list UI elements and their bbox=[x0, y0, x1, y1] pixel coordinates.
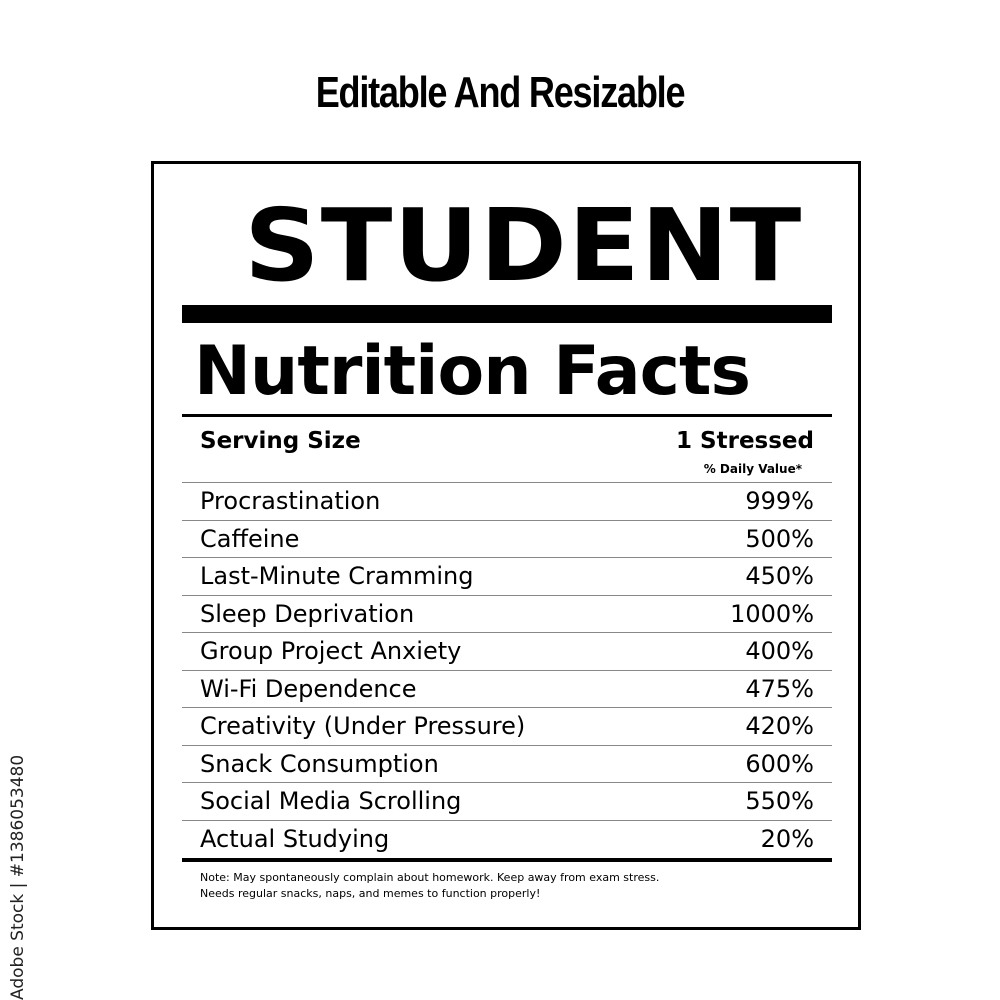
nutrient-row: Social Media Scrolling 550% bbox=[182, 782, 832, 820]
nutrient-name: Last-Minute Cramming bbox=[200, 562, 474, 591]
nutrient-value: 475% bbox=[745, 674, 814, 703]
nutrient-row: Actual Studying 20% bbox=[182, 819, 832, 858]
nutrient-row: Creativity (Under Pressure) 420% bbox=[182, 707, 832, 745]
nutrient-value: 20% bbox=[760, 824, 814, 853]
nutrient-row: Group Project Anxiety 400% bbox=[182, 632, 832, 670]
note-line: Note: May spontaneously complain about h… bbox=[200, 871, 660, 884]
nutrient-value: 450% bbox=[745, 562, 814, 591]
serving-size-label: Serving Size bbox=[200, 428, 361, 454]
nutrient-value: 400% bbox=[745, 637, 814, 666]
nutrient-name: Caffeine bbox=[200, 524, 300, 553]
nutrition-label: STUDENT Nutrition Facts Serving Size 1 S… bbox=[151, 161, 861, 930]
nutrient-row: Procrastination 999% bbox=[182, 482, 832, 520]
nutrient-value: 420% bbox=[745, 712, 814, 741]
nutrient-value: 600% bbox=[745, 749, 814, 778]
nutrient-name: Social Media Scrolling bbox=[200, 787, 462, 816]
nutrient-name: Creativity (Under Pressure) bbox=[200, 712, 526, 741]
divider bbox=[182, 414, 832, 417]
note: Note: May spontaneously complain about h… bbox=[182, 870, 850, 902]
nutrient-row: Caffeine 500% bbox=[182, 519, 832, 558]
nutrient-name: Wi-Fi Dependence bbox=[200, 674, 417, 703]
daily-value-header: % Daily Value* bbox=[703, 462, 802, 476]
nutrient-row: Last-Minute Cramming 450% bbox=[182, 557, 832, 595]
nutrient-value: 1000% bbox=[730, 599, 814, 628]
watermark-id: Adobe Stock | #1386053480 bbox=[8, 754, 28, 1000]
label-subtitle: Nutrition Facts bbox=[194, 332, 751, 411]
nutrient-row: Snack Consumption 600% bbox=[182, 744, 832, 783]
serving-size-row: Serving Size 1 Stressed bbox=[182, 428, 832, 458]
note-line: Needs regular snacks, naps, and memes to… bbox=[200, 887, 541, 900]
headline: Editable And Resizable bbox=[315, 68, 686, 117]
nutrient-value: 500% bbox=[745, 524, 814, 553]
nutrient-name: Group Project Anxiety bbox=[200, 637, 462, 666]
label-title: STUDENT bbox=[244, 187, 803, 304]
nutrient-name: Procrastination bbox=[200, 487, 381, 516]
nutrient-row: Wi-Fi Dependence 475% bbox=[182, 669, 832, 708]
thick-divider bbox=[182, 305, 832, 323]
nutrient-name: Snack Consumption bbox=[200, 749, 439, 778]
nutrient-row: Sleep Deprivation 1000% bbox=[182, 594, 832, 633]
nutrient-value: 999% bbox=[745, 487, 814, 516]
nutrient-list: Procrastination 999% Caffeine 500% Last-Minu… bbox=[182, 482, 832, 857]
serving-size-value: 1 Stressed bbox=[676, 428, 814, 454]
nutrient-name: Sleep Deprivation bbox=[200, 599, 415, 628]
bottom-divider bbox=[182, 858, 832, 862]
nutrient-value: 550% bbox=[745, 787, 814, 816]
nutrient-name: Actual Studying bbox=[200, 824, 390, 853]
